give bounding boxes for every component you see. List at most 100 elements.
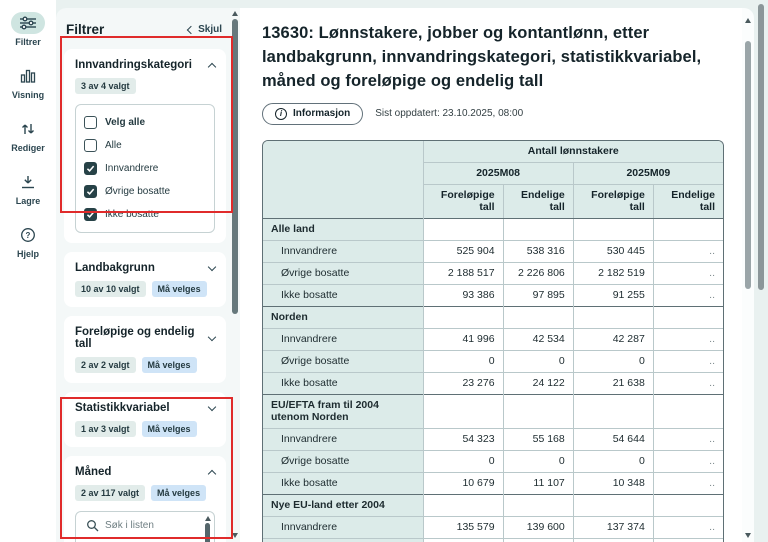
value-cell: 0 xyxy=(503,537,574,542)
row-label-cell: Øvrige bosatte xyxy=(263,261,424,285)
group-empty-cell xyxy=(573,217,654,241)
rail-item-label: Rediger xyxy=(11,143,45,153)
value-cell: 93 386 xyxy=(423,283,504,307)
list-scrollbar-thumb[interactable] xyxy=(205,523,210,542)
value-cell: 0 xyxy=(573,349,654,373)
table-row: Innvandrere 525 904 538 316 530 445.. xyxy=(263,239,723,263)
scroll-down-arrow-icon[interactable] xyxy=(744,533,751,538)
rail-item-label: Visning xyxy=(11,90,45,100)
row-label-cell: Ikke bosatte xyxy=(263,471,424,495)
required-badge: Må velges xyxy=(141,357,197,373)
value-cell: 0 xyxy=(423,449,504,473)
info-icon: i xyxy=(275,107,287,120)
checkbox-option[interactable]: Alle xyxy=(84,134,206,157)
value-cell: 10 348 xyxy=(573,471,654,495)
content-area: Filtrer Skjul Innvandringskategori 3 av 4… xyxy=(56,8,754,542)
checkbox-option[interactable]: Innvandrere xyxy=(84,157,206,180)
list-scrollbar[interactable] xyxy=(204,516,211,542)
scroll-up-arrow-icon[interactable] xyxy=(745,18,751,23)
value-cell: 55 168 xyxy=(503,427,574,451)
value-cell: 530 445 xyxy=(573,239,654,263)
rail-item-lagre[interactable]: Lagre xyxy=(11,171,45,206)
table-row: Ikke bosatte 93 386 97 895 91 255.. xyxy=(263,283,723,307)
table-subcolumn-header: Endelige tall xyxy=(503,183,574,219)
search-input[interactable] xyxy=(105,520,205,531)
chevron-down-icon[interactable] xyxy=(207,262,217,271)
checkbox-option[interactable]: Velg alle xyxy=(84,111,206,134)
filter-section-title: Landbakgrunn xyxy=(75,262,155,274)
chevron-up-icon[interactable] xyxy=(207,469,217,478)
option-label: Øvrige bosatte xyxy=(105,186,171,197)
checkbox-option[interactable]: Øvrige bosatte xyxy=(84,180,206,203)
checkbox-unchecked[interactable] xyxy=(84,139,97,152)
checkbox-checked[interactable] xyxy=(84,162,97,175)
table-group-row: Alle land xyxy=(263,217,723,241)
filter-panel-scrollbar[interactable] xyxy=(230,8,240,542)
table-subcolumn-header: Foreløpige tall xyxy=(423,183,504,219)
meta-row: i Informasjon Sist oppdatert: 23.10.2025… xyxy=(262,102,728,125)
table-row: Øvrige bosatte 2 188 517 2 226 806 2 182 51… xyxy=(263,261,723,285)
value-cell: 97 895 xyxy=(503,283,574,307)
table-subcolumn-header: Endelige tall xyxy=(653,183,723,219)
filter-section-3: Statistikkvariabel 1 av 3 valgt Må velges xyxy=(64,392,226,447)
checkbox-option[interactable]: Ikke bosatte xyxy=(84,203,206,226)
statistics-table: Antall lønnstakere 2025M08 2025M09 Foreløpi… xyxy=(263,140,723,542)
filter-section-badges: 2 av 117 valgt Må velges xyxy=(75,485,215,501)
filter-section-header[interactable]: Foreløpige og endelig tall xyxy=(75,326,217,350)
filter-section-title: Foreløpige og endelig tall xyxy=(75,326,195,350)
filter-section-header[interactable]: Landbakgrunn xyxy=(75,262,217,274)
table-period-header: 2025M09 xyxy=(573,161,723,185)
group-empty-cell xyxy=(573,493,654,517)
svg-text:?: ? xyxy=(26,231,31,240)
page-title: 13630: Lønnstakere, jobber og kontantløn… xyxy=(262,24,702,90)
rail-item-hjelp[interactable]: ? Hjelp xyxy=(11,224,45,259)
checkbox-checked[interactable] xyxy=(84,185,97,198)
group-empty-cell xyxy=(503,493,574,517)
rail-item-rediger[interactable]: Rediger xyxy=(11,118,45,153)
value-cell: 91 255 xyxy=(573,283,654,307)
hide-filters-button[interactable]: Skjul xyxy=(186,24,222,35)
window-scrollbar-thumb[interactable] xyxy=(758,4,764,290)
row-label-cell: Innvandrere xyxy=(263,427,424,451)
filter-section-header[interactable]: Statistikkvariabel xyxy=(75,402,217,414)
filter-section-4: Måned 2 av 117 valgt Må velges Velg alle202… xyxy=(64,456,226,542)
row-label-cell: Innvandrere xyxy=(263,327,424,351)
value-cell: 0 xyxy=(503,349,574,373)
rail-item-label: Lagre xyxy=(15,196,41,206)
value-cell: 525 904 xyxy=(423,239,504,263)
filter-section-header[interactable]: Måned xyxy=(75,466,217,478)
group-empty-cell xyxy=(653,393,723,429)
option-label: Ikke bosatte xyxy=(105,209,159,220)
group-empty-cell xyxy=(423,217,504,241)
checkbox-unchecked[interactable] xyxy=(84,116,97,129)
scroll-down-arrow-icon[interactable] xyxy=(231,533,238,538)
main-scrollbar-thumb[interactable] xyxy=(745,41,751,289)
table-row: Ikke bosatte 23 276 24 122 21 638.. xyxy=(263,371,723,395)
scroll-up-arrow-icon[interactable] xyxy=(232,11,238,16)
rail-item-visning[interactable]: Visning xyxy=(11,65,45,100)
last-updated-text: Sist oppdatert: 23.10.2025, 08:00 xyxy=(375,108,524,120)
selection-count-badge: 1 av 3 valgt xyxy=(75,421,136,437)
bar-chart-icon xyxy=(11,65,45,87)
value-cell: 41 996 xyxy=(423,327,504,351)
filter-scrollbar-thumb[interactable] xyxy=(232,19,238,314)
value-cell: 42 287 xyxy=(573,327,654,351)
main-scrollbar[interactable] xyxy=(742,8,754,542)
window-scrollbar[interactable] xyxy=(754,0,768,542)
information-button[interactable]: i Informasjon xyxy=(262,102,364,125)
filter-section-1: Landbakgrunn 10 av 10 valgt Må velges xyxy=(64,252,226,307)
value-cell: 137 374 xyxy=(573,515,654,539)
chevron-down-icon[interactable] xyxy=(207,402,217,411)
chevron-up-icon[interactable] xyxy=(207,62,217,71)
checkbox-checked[interactable] xyxy=(84,208,97,221)
filter-section-header[interactable]: Innvandringskategori xyxy=(75,59,217,71)
rail-item-filtrer[interactable]: Filtrer xyxy=(11,12,45,47)
filter-panel: Filtrer Skjul Innvandringskategori 3 av 4… xyxy=(56,8,230,542)
group-empty-cell xyxy=(653,305,723,329)
value-cell: 2 188 517 xyxy=(423,261,504,285)
selection-count-badge: 10 av 10 valgt xyxy=(75,281,146,297)
scroll-up-arrow-icon[interactable] xyxy=(204,516,211,521)
table-row: Innvandrere 135 579 139 600 137 374.. xyxy=(263,515,723,539)
